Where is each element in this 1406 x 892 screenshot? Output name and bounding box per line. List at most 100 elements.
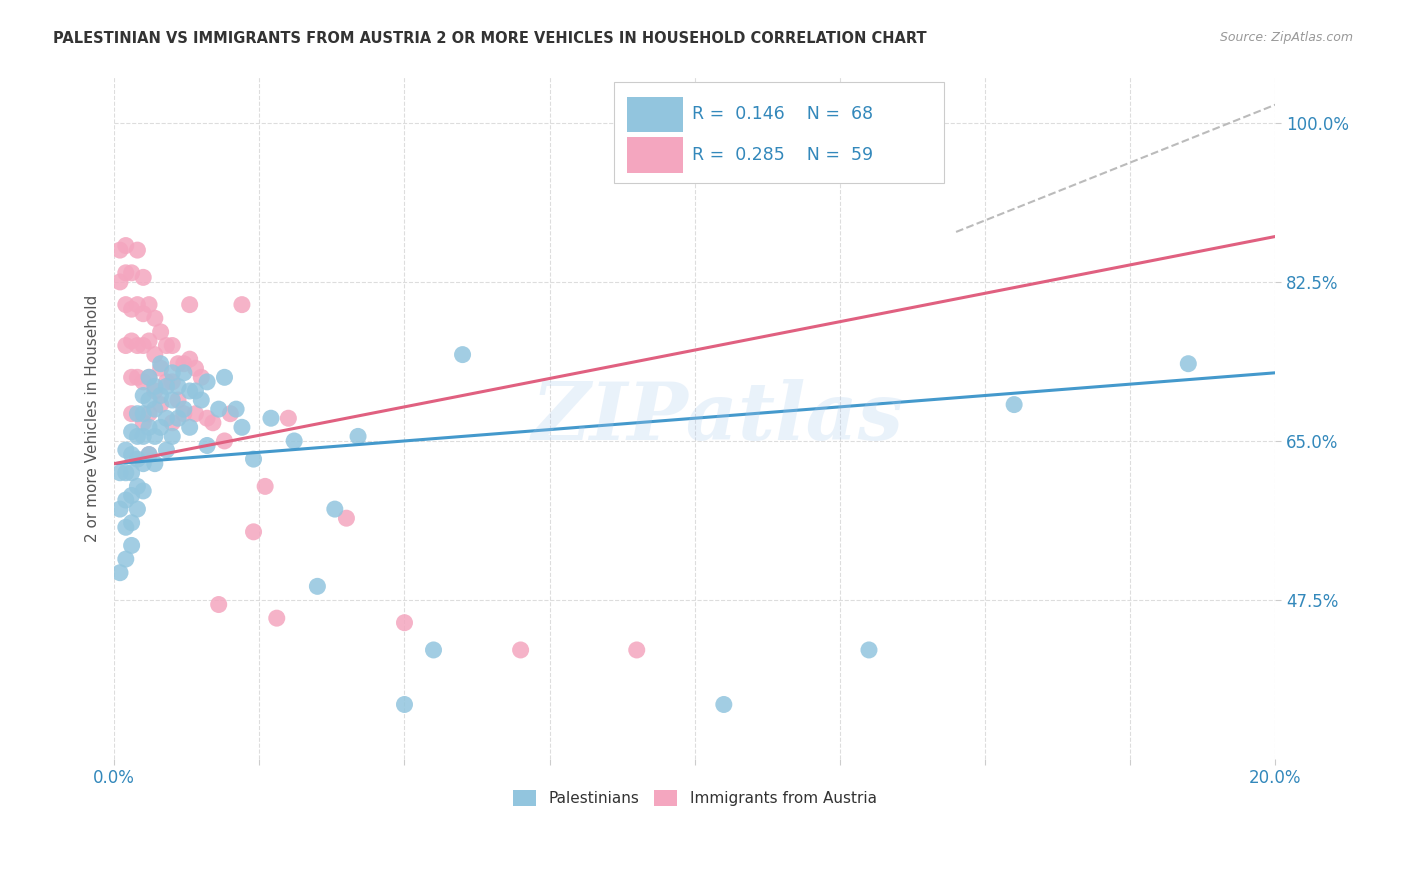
Point xyxy=(138,420,160,434)
Point xyxy=(121,538,143,552)
Point xyxy=(121,488,143,502)
Point xyxy=(277,411,299,425)
Point xyxy=(143,384,166,398)
Point xyxy=(138,392,160,407)
Point xyxy=(173,402,195,417)
Point xyxy=(167,411,190,425)
Point xyxy=(132,416,155,430)
Point xyxy=(114,493,136,508)
Point xyxy=(121,266,143,280)
Point xyxy=(138,370,160,384)
Text: Source: ZipAtlas.com: Source: ZipAtlas.com xyxy=(1219,31,1353,45)
Point xyxy=(195,438,218,452)
Point xyxy=(260,411,283,425)
Point xyxy=(149,420,172,434)
FancyBboxPatch shape xyxy=(627,137,683,173)
Point xyxy=(143,457,166,471)
Point xyxy=(132,407,155,421)
Point xyxy=(179,420,201,434)
Point xyxy=(195,411,218,425)
Point xyxy=(114,298,136,312)
Point xyxy=(108,466,131,480)
Point xyxy=(190,370,212,384)
Point xyxy=(307,579,329,593)
Point xyxy=(132,307,155,321)
Point xyxy=(179,298,201,312)
Text: R =  0.146    N =  68: R = 0.146 N = 68 xyxy=(693,105,873,123)
Point xyxy=(108,243,131,257)
Point xyxy=(121,516,143,530)
Point xyxy=(127,338,149,352)
Point xyxy=(149,398,172,412)
Point xyxy=(143,402,166,417)
Point xyxy=(132,457,155,471)
Point xyxy=(132,483,155,498)
Point xyxy=(155,379,177,393)
Point xyxy=(214,370,236,384)
Point xyxy=(713,698,735,712)
Point xyxy=(138,448,160,462)
Point xyxy=(121,425,143,439)
Text: R =  0.285    N =  59: R = 0.285 N = 59 xyxy=(693,146,873,164)
Point xyxy=(138,448,160,462)
Point xyxy=(394,698,416,712)
Point xyxy=(108,566,131,580)
Point xyxy=(283,434,305,448)
Point xyxy=(173,407,195,421)
Point xyxy=(138,370,160,384)
Point xyxy=(179,384,201,398)
Text: PALESTINIAN VS IMMIGRANTS FROM AUSTRIA 2 OR MORE VEHICLES IN HOUSEHOLD CORRELATI: PALESTINIAN VS IMMIGRANTS FROM AUSTRIA 2… xyxy=(53,31,927,46)
Point xyxy=(149,388,172,402)
Point xyxy=(149,357,172,371)
Point xyxy=(162,375,184,389)
Point xyxy=(1177,357,1199,371)
Point xyxy=(167,357,190,371)
FancyBboxPatch shape xyxy=(613,82,945,183)
Point xyxy=(114,552,136,566)
Point xyxy=(208,598,231,612)
Point xyxy=(132,388,155,402)
Legend: Palestinians, Immigrants from Austria: Palestinians, Immigrants from Austria xyxy=(505,783,884,814)
Point xyxy=(132,338,155,352)
Point xyxy=(114,466,136,480)
Point xyxy=(173,366,195,380)
Point xyxy=(254,479,277,493)
Point xyxy=(394,615,416,630)
Point xyxy=(143,348,166,362)
Point xyxy=(190,392,212,407)
Point xyxy=(162,366,184,380)
Point xyxy=(1002,398,1025,412)
Point xyxy=(143,379,166,393)
Point xyxy=(127,298,149,312)
Point xyxy=(195,375,218,389)
Point xyxy=(201,416,224,430)
Point xyxy=(179,352,201,367)
Point xyxy=(108,275,131,289)
Point xyxy=(127,502,149,516)
FancyBboxPatch shape xyxy=(627,96,683,132)
Point xyxy=(121,466,143,480)
Point xyxy=(127,370,149,384)
Point xyxy=(138,334,160,348)
Point xyxy=(155,375,177,389)
Point xyxy=(155,338,177,352)
Point xyxy=(266,611,288,625)
Point xyxy=(143,311,166,326)
Point xyxy=(162,338,184,352)
Point xyxy=(347,429,370,443)
Point xyxy=(121,302,143,317)
Point xyxy=(121,370,143,384)
Point xyxy=(335,511,357,525)
Point xyxy=(155,443,177,458)
Point xyxy=(162,416,184,430)
Point xyxy=(138,298,160,312)
Point xyxy=(132,270,155,285)
Point xyxy=(114,266,136,280)
Point xyxy=(214,434,236,448)
Point xyxy=(451,348,474,362)
Point xyxy=(184,407,207,421)
Point xyxy=(858,643,880,657)
Point xyxy=(132,429,155,443)
Point xyxy=(138,407,160,421)
Point xyxy=(208,402,231,417)
